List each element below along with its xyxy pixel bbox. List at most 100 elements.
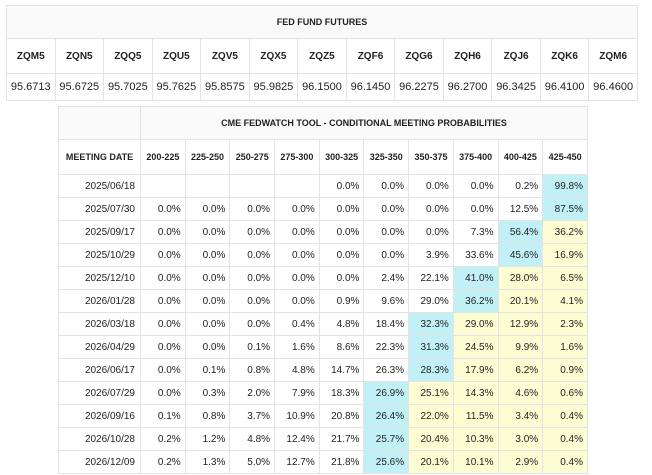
rate-range-header: 400-425 [498, 140, 543, 175]
rate-range-header: 350-375 [409, 140, 454, 175]
meeting-date: 2026/06/17 [59, 359, 141, 382]
probability-cell: 0.0% [275, 290, 320, 313]
contract-code: ZQQ5 [104, 39, 153, 74]
contract-code: ZQX5 [249, 39, 298, 74]
probability-cell [141, 175, 186, 198]
probability-cell: 0.1% [230, 336, 275, 359]
probability-cell: 0.0% [185, 336, 230, 359]
contract-code: ZQG6 [395, 39, 444, 74]
probability-cell: 6.5% [543, 267, 588, 290]
meeting-date: 2025/09/17 [59, 221, 141, 244]
futures-contract-row: ZQM5 ZQN5 ZQQ5 ZQU5 ZQV5 ZQX5 ZQZ5 ZQF6 ZQG6 ZQH6… [7, 39, 638, 74]
rate-range-header: 375-400 [453, 140, 498, 175]
probability-cell: 0.0% [141, 336, 186, 359]
probability-cell: 0.0% [364, 221, 409, 244]
probability-cell: 12.9% [498, 313, 543, 336]
contract-price: 96.2700 [443, 74, 492, 101]
probability-cell: 29.0% [409, 290, 454, 313]
probability-cell: 12.4% [275, 428, 320, 451]
probability-cell: 0.0% [141, 290, 186, 313]
contract-code: ZQM6 [589, 39, 638, 74]
probability-cell: 0.0% [141, 244, 186, 267]
probability-cell: 26.9% [364, 382, 409, 405]
probability-cell: 0.0% [409, 198, 454, 221]
probability-cell: 0.0% [319, 175, 364, 198]
probability-cell: 28.0% [498, 267, 543, 290]
probability-cell: 0.1% [185, 359, 230, 382]
probability-cell: 16.9% [543, 244, 588, 267]
contract-code: ZQZ5 [298, 39, 347, 74]
probability-cell: 0.4% [543, 451, 588, 474]
probability-cell: 87.5% [543, 198, 588, 221]
probability-cell: 0.0% [230, 244, 275, 267]
meeting-row: 2026/10/28 0.2% 1.2% 4.8% 12.4% 21.7% 25.7% 20.… [59, 428, 588, 451]
fedwatch-title-spacer [59, 107, 141, 140]
probability-cell: 3.7% [230, 405, 275, 428]
probability-cell: 4.8% [230, 428, 275, 451]
probability-cell: 0.2% [498, 175, 543, 198]
probability-cell: 0.0% [275, 221, 320, 244]
contract-code: ZQV5 [201, 39, 250, 74]
probability-cell: 0.0% [141, 267, 186, 290]
rate-range-header: 275-300 [275, 140, 320, 175]
meeting-date: 2025/12/10 [59, 267, 141, 290]
probability-cell: 33.6% [453, 244, 498, 267]
meeting-row: 2026/06/17 0.0% 0.1% 0.8% 4.8% 14.7% 26.3% 28.3… [59, 359, 588, 382]
probability-cell [275, 175, 320, 198]
probability-cell: 56.4% [498, 221, 543, 244]
probability-cell: 18.3% [319, 382, 364, 405]
probability-cell: 10.1% [453, 451, 498, 474]
probability-cell: 0.0% [141, 313, 186, 336]
probability-cell: 0.0% [319, 267, 364, 290]
contract-price: 95.7025 [104, 74, 153, 101]
probability-cell: 0.4% [543, 405, 588, 428]
rate-range-header: 225-250 [185, 140, 230, 175]
probability-cell: 20.8% [319, 405, 364, 428]
probability-cell: 0.0% [364, 244, 409, 267]
meeting-date: 2026/04/29 [59, 336, 141, 359]
rate-range-header: 200-225 [141, 140, 186, 175]
fedwatch-header-row: MEETING DATE 200-225 225-250 250-275 275-30… [59, 140, 588, 175]
probability-cell: 24.5% [453, 336, 498, 359]
fedwatch-body: 2025/06/18 0.0% 0.0% 0.0% 0.0% 0.2% 99.8% 2025/… [59, 175, 588, 474]
probability-cell: 22.1% [409, 267, 454, 290]
probability-cell: 6.2% [498, 359, 543, 382]
probability-cell: 0.4% [275, 313, 320, 336]
probability-cell: 0.0% [319, 244, 364, 267]
probability-cell: 8.6% [319, 336, 364, 359]
probability-cell: 14.3% [453, 382, 498, 405]
probability-cell: 0.0% [275, 244, 320, 267]
meeting-row: 2025/12/10 0.0% 0.0% 0.0% 0.0% 0.0% 2.4% 22.1% 4… [59, 267, 588, 290]
probability-cell: 41.0% [453, 267, 498, 290]
meeting-date: 2025/10/29 [59, 244, 141, 267]
probability-cell: 0.8% [185, 405, 230, 428]
probability-cell: 0.2% [141, 428, 186, 451]
probability-cell: 99.8% [543, 175, 588, 198]
probability-cell: 0.4% [543, 428, 588, 451]
probability-cell: 2.9% [498, 451, 543, 474]
futures-price-row: 95.6713 95.6725 95.7025 95.7625 95.8575 95.98… [7, 74, 638, 101]
probability-cell: 9.6% [364, 290, 409, 313]
probability-cell: 22.0% [409, 405, 454, 428]
contract-code: ZQU5 [152, 39, 201, 74]
probability-cell: 2.3% [543, 313, 588, 336]
meeting-row: 2025/06/18 0.0% 0.0% 0.0% 0.0% 0.2% 99.8% [59, 175, 588, 198]
meeting-row: 2026/12/09 0.2% 1.3% 5.0% 12.7% 21.8% 25.6% 20.… [59, 451, 588, 474]
probability-cell: 10.3% [453, 428, 498, 451]
contract-price: 95.8575 [201, 74, 250, 101]
contract-code: ZQF6 [346, 39, 395, 74]
contract-price: 95.6713 [7, 74, 56, 101]
probability-cell: 22.3% [364, 336, 409, 359]
meeting-row: 2025/10/29 0.0% 0.0% 0.0% 0.0% 0.0% 0.0% 3.9% 33… [59, 244, 588, 267]
probability-cell: 0.0% [364, 198, 409, 221]
futures-title: FED FUND FUTURES [7, 6, 638, 39]
probability-cell: 0.0% [230, 290, 275, 313]
probability-cell: 1.2% [185, 428, 230, 451]
probability-cell: 4.1% [543, 290, 588, 313]
probability-cell: 21.7% [319, 428, 364, 451]
contract-price: 95.6725 [55, 74, 104, 101]
probability-cell: 25.7% [364, 428, 409, 451]
probability-cell: 25.6% [364, 451, 409, 474]
probability-cell: 0.3% [185, 382, 230, 405]
probability-cell: 20.4% [409, 428, 454, 451]
